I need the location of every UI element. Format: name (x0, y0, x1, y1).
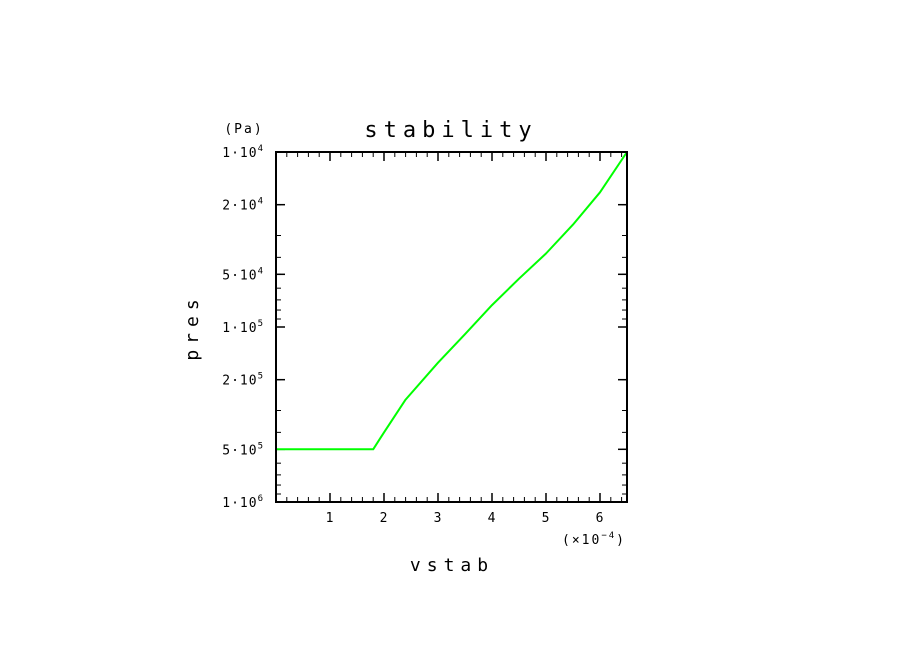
y-tick-mantissa: 1·10 (222, 146, 257, 161)
y-tick-mantissa: 1·10 (222, 496, 257, 511)
plot-frame (275, 151, 628, 503)
y-tick-label: 1·105 (222, 319, 264, 336)
x-tick-label: 3 (434, 511, 443, 526)
y-tick-label: 5·104 (222, 266, 264, 283)
y-tick-exponent: 4 (258, 266, 264, 276)
series-layer (275, 151, 628, 502)
y-tick-mantissa: 5·10 (222, 268, 257, 283)
y-tick-mantissa: 2·10 (222, 374, 257, 389)
x-tick-label: 6 (596, 511, 605, 526)
y-tick-exponent: 5 (258, 319, 264, 329)
series-line-2 (275, 151, 628, 502)
y-tick-mantissa: 1·10 (222, 321, 257, 336)
x-axis-multiplier: (×10−4) (562, 531, 626, 548)
y-tick-exponent: 4 (258, 144, 264, 154)
y-tick-label: 2·104 (222, 197, 264, 214)
y-tick-exponent: 5 (258, 372, 264, 382)
y-tick-label: 1·104 (222, 144, 264, 161)
y-tick-label: 5·105 (222, 441, 264, 458)
x-tick-label: 2 (380, 511, 389, 526)
y-tick-mantissa: 2·10 (222, 199, 257, 214)
labels-layer: 1 2 3 4 5 61·1042·1045·1041·1052·1055·1051·10… (222, 144, 605, 526)
x-scale-open: (×10 (562, 533, 601, 548)
y-tick-label: 2·105 (222, 372, 264, 389)
x-axis-label: vstab (410, 555, 494, 576)
x-tick-label: 1 (326, 511, 335, 526)
y-tick-exponent: 4 (258, 197, 264, 207)
x-tick-label: 4 (488, 511, 497, 526)
y-tick-mantissa: 5·10 (222, 443, 257, 458)
y-axis-unit: (Pa) (224, 122, 263, 137)
y-tick-exponent: 5 (258, 441, 264, 451)
y-tick-label: 1·106 (222, 494, 264, 511)
y-tick-exponent: 6 (258, 494, 264, 504)
x-tick-label: 5 (542, 511, 551, 526)
x-scale-close: ) (616, 533, 626, 548)
x-scale-exponent: −4 (601, 531, 616, 541)
chart-title: stability (364, 118, 537, 143)
y-axis-label: pres (182, 293, 203, 360)
